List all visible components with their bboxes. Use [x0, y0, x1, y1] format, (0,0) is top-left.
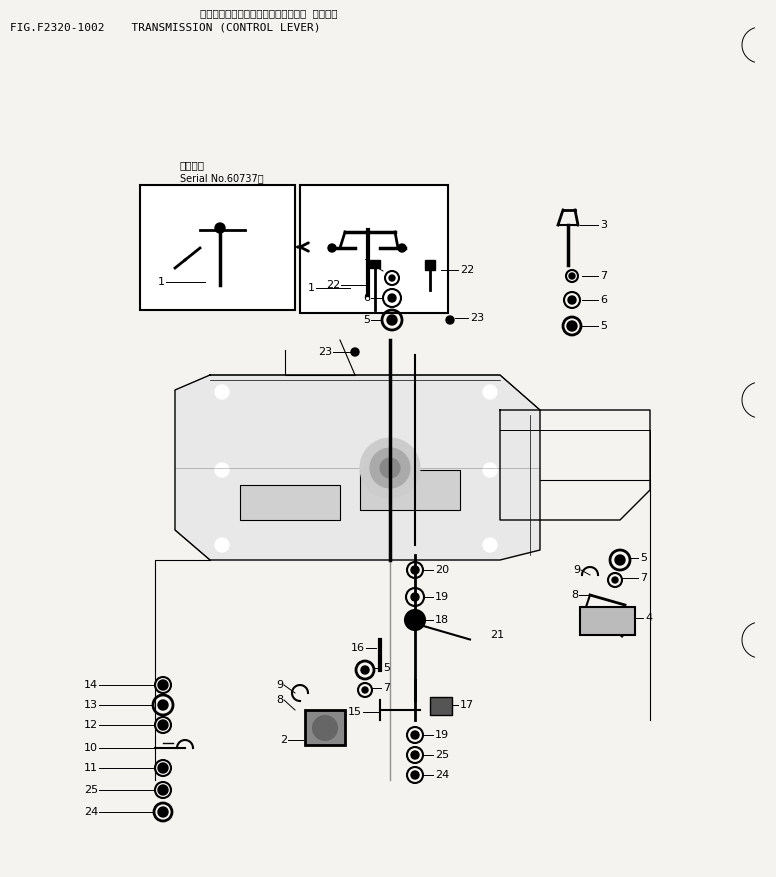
Circle shape	[567, 321, 577, 331]
Circle shape	[158, 807, 168, 817]
Text: 5: 5	[383, 663, 390, 673]
Text: 5: 5	[363, 315, 370, 325]
Circle shape	[158, 720, 168, 730]
Text: 22: 22	[460, 265, 474, 275]
Text: 23: 23	[470, 313, 484, 323]
Text: 12: 12	[84, 720, 98, 730]
Text: 19: 19	[435, 730, 449, 740]
Circle shape	[360, 438, 420, 498]
Circle shape	[362, 687, 368, 693]
Circle shape	[215, 385, 229, 399]
Text: 適用号等: 適用号等	[180, 160, 205, 170]
Text: 5: 5	[600, 321, 607, 331]
Text: 9: 9	[276, 680, 283, 690]
Circle shape	[313, 716, 337, 740]
Text: 23: 23	[318, 347, 332, 357]
Text: 20: 20	[435, 565, 449, 575]
Bar	[580, 607, 635, 635]
Bar	[360, 470, 460, 510]
Bar	[300, 185, 448, 313]
Circle shape	[411, 751, 419, 759]
Text: 8: 8	[276, 695, 283, 705]
Circle shape	[158, 700, 168, 710]
Circle shape	[388, 294, 396, 302]
Circle shape	[483, 385, 497, 399]
Text: 21: 21	[490, 630, 504, 640]
Circle shape	[351, 348, 359, 356]
Text: 25: 25	[84, 785, 98, 795]
Circle shape	[389, 275, 395, 281]
Circle shape	[569, 273, 575, 279]
Text: 1: 1	[158, 277, 165, 287]
Text: 6: 6	[600, 295, 607, 305]
Circle shape	[612, 577, 618, 583]
Bar	[140, 185, 295, 310]
Circle shape	[405, 610, 425, 630]
Circle shape	[615, 555, 625, 565]
Text: 15: 15	[348, 707, 362, 717]
Bar	[305, 710, 345, 745]
Circle shape	[568, 296, 576, 304]
Bar	[425, 260, 435, 270]
Text: 16: 16	[351, 643, 365, 653]
Circle shape	[411, 566, 419, 574]
Circle shape	[398, 244, 406, 252]
Text: 7: 7	[640, 573, 647, 583]
Circle shape	[411, 731, 419, 739]
Text: 5: 5	[640, 553, 647, 563]
Circle shape	[328, 244, 336, 252]
Text: トランスミッション　（コントロール レバー）: トランスミッション （コントロール レバー）	[200, 8, 338, 18]
Circle shape	[411, 771, 419, 779]
Polygon shape	[175, 375, 540, 560]
Circle shape	[215, 538, 229, 552]
Text: 17: 17	[460, 700, 474, 710]
Bar	[240, 485, 340, 520]
Text: 18: 18	[435, 615, 449, 625]
Circle shape	[387, 315, 397, 325]
Circle shape	[370, 448, 410, 488]
Circle shape	[483, 538, 497, 552]
Text: 3: 3	[600, 220, 607, 230]
Text: 9: 9	[573, 565, 580, 575]
Circle shape	[158, 680, 168, 690]
Text: 25: 25	[435, 750, 449, 760]
Text: 10: 10	[84, 743, 98, 753]
Circle shape	[483, 463, 497, 477]
Text: 8: 8	[571, 590, 578, 600]
Text: 7: 7	[383, 683, 390, 693]
Circle shape	[215, 223, 225, 233]
Text: 22: 22	[326, 280, 340, 290]
Circle shape	[380, 458, 400, 478]
Circle shape	[158, 785, 168, 795]
Text: 7: 7	[363, 259, 370, 269]
Circle shape	[361, 666, 369, 674]
Bar	[430, 697, 452, 715]
Text: 2: 2	[280, 735, 287, 745]
Text: Serial No.60737～: Serial No.60737～	[180, 173, 264, 183]
Circle shape	[158, 763, 168, 773]
Circle shape	[411, 593, 419, 601]
Text: FIG.F2320-1002    TRANSMISSION (CONTROL LEVER): FIG.F2320-1002 TRANSMISSION (CONTROL LEV…	[10, 22, 320, 32]
Text: 13: 13	[84, 700, 98, 710]
Text: 14: 14	[84, 680, 98, 690]
Text: 6: 6	[363, 293, 370, 303]
Text: 24: 24	[435, 770, 449, 780]
Text: 11: 11	[84, 763, 98, 773]
Circle shape	[215, 463, 229, 477]
Text: 19: 19	[435, 592, 449, 602]
Text: 1: 1	[308, 283, 315, 293]
Bar	[370, 260, 380, 268]
Circle shape	[446, 316, 454, 324]
Text: 7: 7	[600, 271, 607, 281]
Text: 4: 4	[645, 613, 652, 623]
Text: 24: 24	[84, 807, 98, 817]
